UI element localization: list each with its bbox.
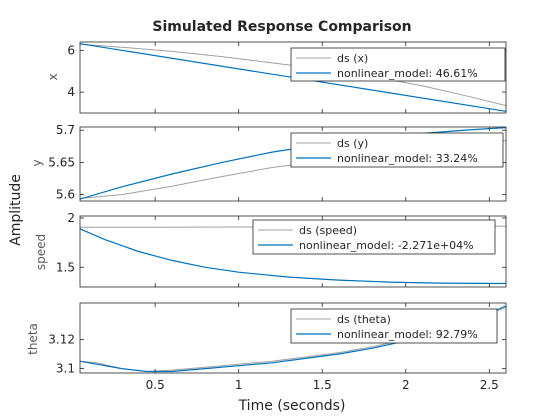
panel-speed-series-model-line (80, 228, 506, 285)
panel-y-legend-label-measured: ds (y) (337, 137, 368, 150)
x-tick-label: 0.5 (146, 378, 165, 392)
panel-x-ytick-label: 4 (67, 85, 75, 99)
panel-speed-ytick-label: 2 (67, 211, 75, 225)
panel-y-legend (290, 132, 504, 168)
x-tick-label: 1.5 (313, 378, 332, 392)
panel-y-axes-frame (79, 126, 507, 202)
panel-x-legend-label-measured: ds (x) (337, 52, 368, 65)
y-axis-label: Amplitude (8, 174, 24, 246)
x-tick-label: 2.5 (480, 378, 499, 392)
panel-x-legend-label-model: nonlinear_model: 46.61% (337, 67, 478, 80)
panel-speed-legend-label-model: nonlinear_model: -2.271e+04% (299, 239, 474, 252)
panel-x: x 4 6 ds (x) nonlinear_model: 46.61% (46, 41, 507, 114)
panel-theta-legend-label-model: nonlinear_model: 92.79% (337, 328, 478, 341)
panel-speed-legend-label-measured: ds (speed) (299, 224, 357, 237)
panel-theta-legend (290, 308, 498, 344)
panel-y-ytick-label: 5.7 (56, 123, 75, 137)
panel-speed-axes-frame (79, 215, 507, 288)
panel-speed-ytick-label: 1.5 (56, 260, 75, 274)
x-tick-label: 2 (402, 378, 410, 392)
panel-x-ytick-label: 6 (67, 43, 75, 57)
panel-x-legend (290, 47, 506, 82)
panel-theta-ytick-label: 3.1 (56, 362, 75, 376)
panel-x-ylabel: x (46, 73, 60, 80)
x-axis-label: Time (seconds) (238, 398, 346, 414)
chart-title: Simulated Response Comparison (152, 19, 411, 35)
panel-x-axes-frame (79, 41, 507, 114)
panel-y-legend-label-model: nonlinear_model: 33.24% (337, 152, 478, 165)
panel-theta: theta 0.5 1 1.5 2 2.5 3.1 3.12 ds (theta) nonlin… (26, 302, 507, 392)
panel-speed-legend (252, 219, 496, 255)
panel-y: y 5.6 5.65 5.7 ds (y) nonlinear_model: 33.24… (30, 123, 507, 202)
panel-theta-legend-label-measured: ds (theta) (337, 313, 391, 326)
panel-y-ylabel: y (30, 159, 44, 166)
panel-y-ytick-label: 5.65 (48, 155, 75, 169)
panel-y-ytick-label: 5.6 (56, 188, 75, 202)
x-tick-label: 1 (235, 378, 243, 392)
panel-theta-ylabel: theta (26, 323, 40, 355)
panel-speed-ylabel: speed (34, 234, 48, 270)
panel-theta-ytick-label: 3.12 (48, 332, 75, 346)
panel-speed: speed 1.5 2 ds (speed) nonlinear_model: -2.… (34, 211, 507, 288)
panel-theta-axes-frame (79, 302, 507, 374)
